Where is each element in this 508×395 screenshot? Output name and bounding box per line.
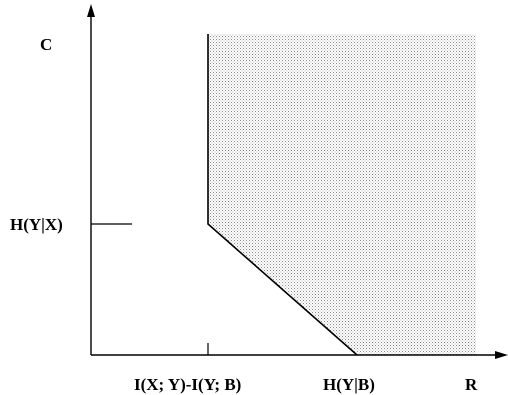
y-axis-arrowhead: [87, 4, 95, 17]
x-axis-arrowhead: [495, 351, 508, 359]
y-tick-label: H(Y|X): [10, 215, 63, 234]
x-tick-label-1: I(X; Y)-I(Y; B): [134, 375, 241, 394]
x-axis-label: R: [465, 375, 478, 394]
shaded-region: [208, 34, 476, 355]
x-tick-label-2: H(Y|B): [323, 375, 375, 394]
region-boundary: [207, 34, 358, 356]
y-axis-label: C: [40, 35, 52, 54]
